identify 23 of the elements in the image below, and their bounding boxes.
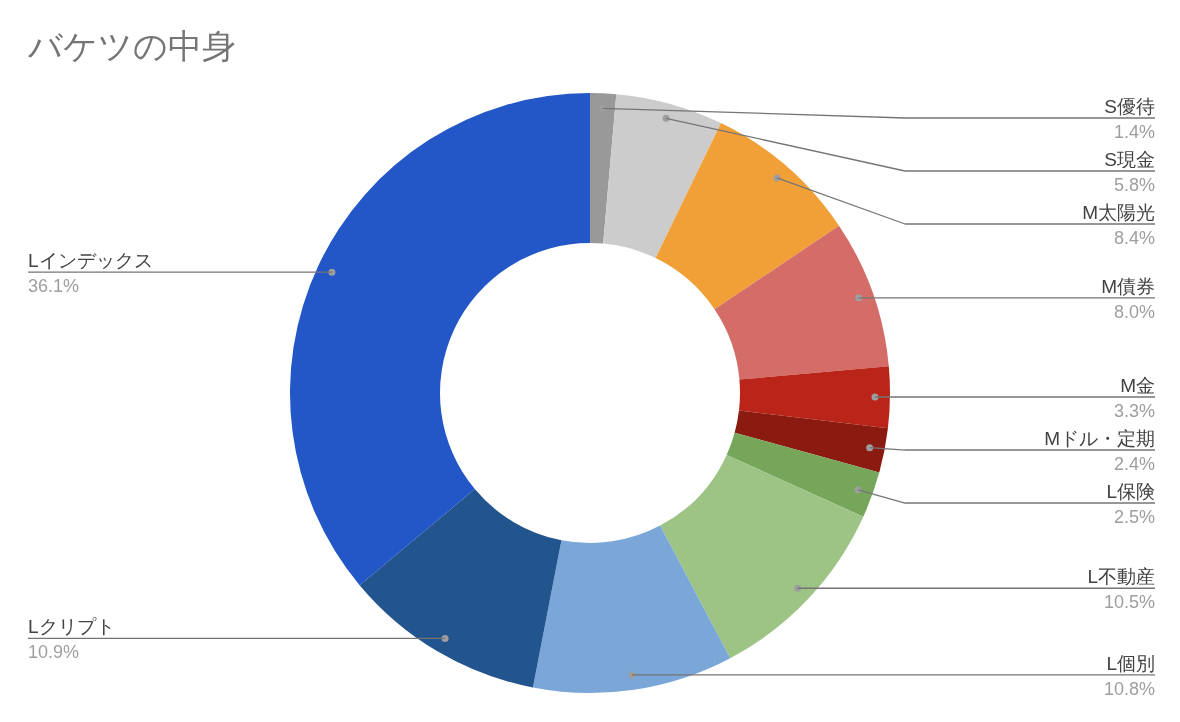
slice-label: S現金: [1104, 149, 1155, 170]
data-label: 5.8%: [1113, 175, 1155, 195]
slice-label: L個別: [1106, 652, 1155, 674]
data-label: 1.4%: [1113, 122, 1155, 142]
data-label: 8.4%: [1113, 228, 1155, 248]
data-label: 3.3%: [1113, 401, 1155, 422]
data-label: 10.5%: [1103, 592, 1155, 613]
slice-label: M債券: [1101, 275, 1155, 297]
slice-label: Mドル・定期: [1044, 428, 1155, 450]
slice-label: Lインデックス: [28, 250, 153, 272]
slice-label: S優待: [1104, 96, 1155, 117]
data-label: 36.1%: [28, 276, 80, 297]
data-label: 8.0%: [1113, 301, 1155, 322]
data-label: 10.9%: [28, 642, 80, 663]
data-label: 2.4%: [1113, 454, 1155, 475]
data-label: 2.5%: [1113, 507, 1155, 528]
slice-label: Lクリプト: [28, 616, 115, 638]
slice-label: M太陽光: [1082, 202, 1155, 223]
chart-title: バケツの中身: [27, 27, 236, 65]
slice-label: L保険: [1106, 481, 1155, 503]
slice-label: M金: [1120, 375, 1155, 397]
slice-label: L不動産: [1087, 566, 1155, 588]
data-label: 10.8%: [1103, 678, 1155, 699]
